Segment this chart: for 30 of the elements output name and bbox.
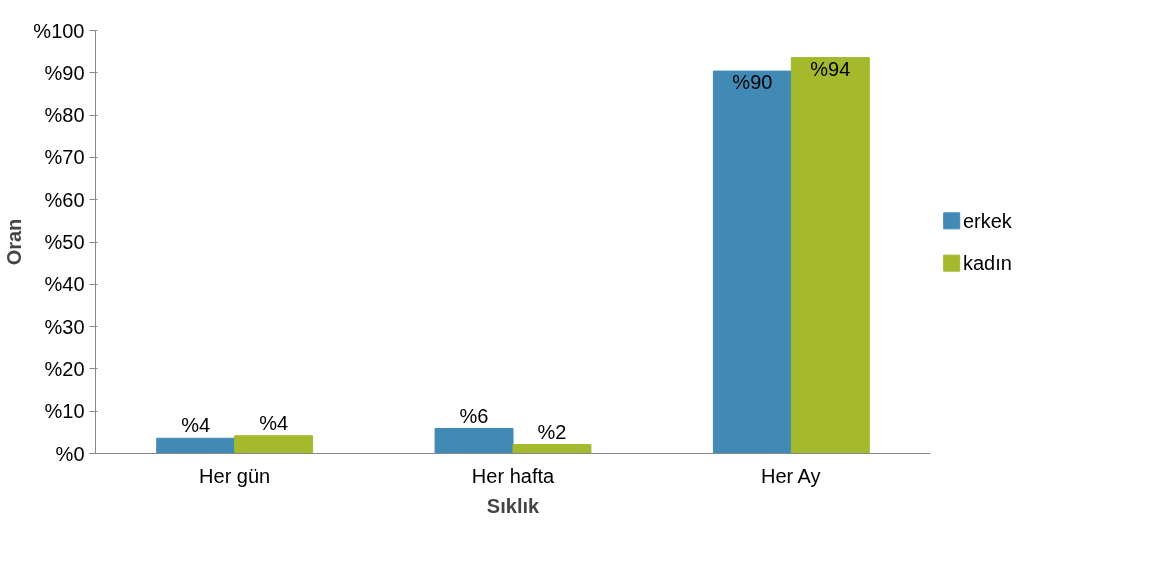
y-tick-label: %70 <box>44 146 85 169</box>
legend-label: kadın <box>962 252 1012 275</box>
bar <box>790 57 870 454</box>
y-tick-label: %80 <box>44 104 85 127</box>
data-label: %4 <box>259 411 289 434</box>
data-label: %94 <box>810 57 851 80</box>
bar <box>234 435 314 454</box>
y-tick-label: %0 <box>55 442 85 465</box>
y-tick-label: %100 <box>33 19 85 42</box>
y-tick-label: %40 <box>44 273 85 296</box>
x-tick-label: Her Ay <box>760 464 821 487</box>
data-label: %2 <box>537 420 567 443</box>
y-tick-label: %60 <box>44 188 85 211</box>
bar <box>712 70 792 454</box>
y-tick-label: %30 <box>44 315 85 338</box>
y-tick-label: %20 <box>44 357 85 380</box>
data-label: %6 <box>459 404 489 427</box>
x-tick-label: Her gün <box>199 464 271 487</box>
data-label: %4 <box>181 414 211 437</box>
x-tick-label: Her hafta <box>471 464 556 487</box>
x-axis-title: Sıklık <box>486 494 540 517</box>
bar <box>434 428 514 454</box>
legend-label: erkek <box>962 209 1013 232</box>
y-axis-title: Oran <box>3 218 26 266</box>
y-tick-label: %90 <box>44 61 85 84</box>
bar <box>156 437 236 454</box>
y-tick-label: %50 <box>44 231 85 253</box>
bar <box>512 444 592 454</box>
data-label: %90 <box>732 71 773 94</box>
y-tick-label: %10 <box>44 400 85 423</box>
